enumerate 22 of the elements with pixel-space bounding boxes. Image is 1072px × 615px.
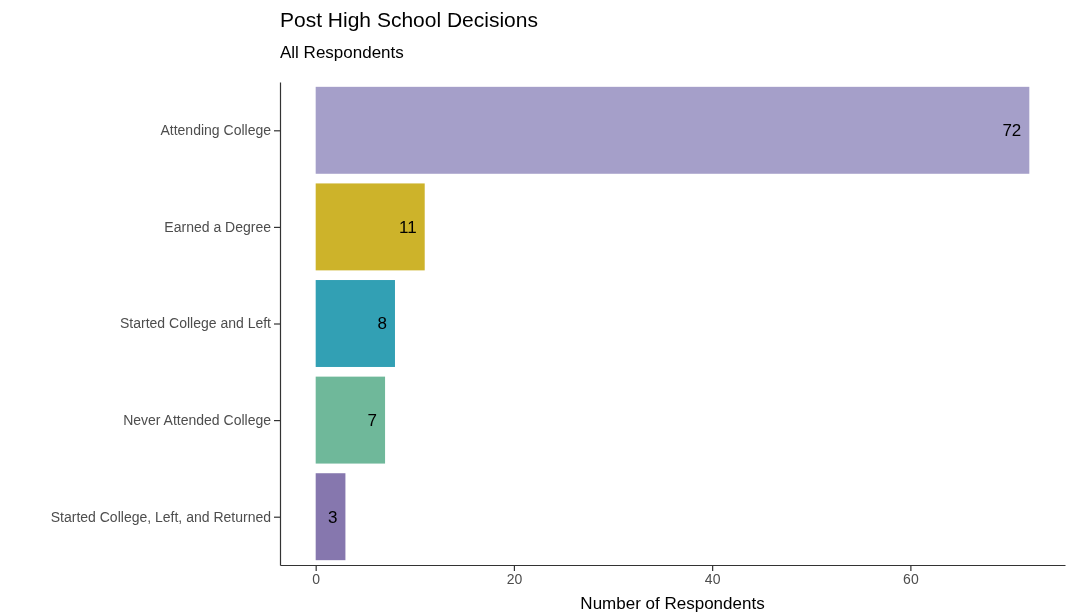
y-tick-label: Started College and Left	[120, 315, 272, 332]
data-label: 8	[377, 314, 387, 334]
bar	[315, 86, 1030, 174]
y-tick-label: Earned a Degree	[164, 218, 272, 235]
y-tick-label: Started College, Left, and Returned	[50, 508, 271, 525]
bar	[315, 473, 346, 561]
bar	[315, 376, 386, 464]
x-tick-label: 0	[312, 570, 321, 587]
x-tick-label: 60	[903, 570, 919, 587]
y-tick-label: Attending College	[160, 122, 272, 139]
data-label: 3	[327, 507, 338, 527]
x-axis-title: Number of Respondents	[580, 594, 765, 613]
chart-title: Post High School Decisions	[280, 8, 538, 31]
x-tick-label: 40	[704, 570, 721, 587]
y-tick-label: Never Attended College	[123, 412, 272, 429]
data-label: 72	[1002, 121, 1022, 141]
bar	[315, 280, 395, 367]
data-label: 7	[367, 411, 378, 431]
data-label: 11	[399, 217, 417, 237]
chart-subtitle: All Respondents	[280, 43, 404, 62]
x-tick-label: 20	[506, 570, 523, 587]
bar	[315, 183, 425, 271]
